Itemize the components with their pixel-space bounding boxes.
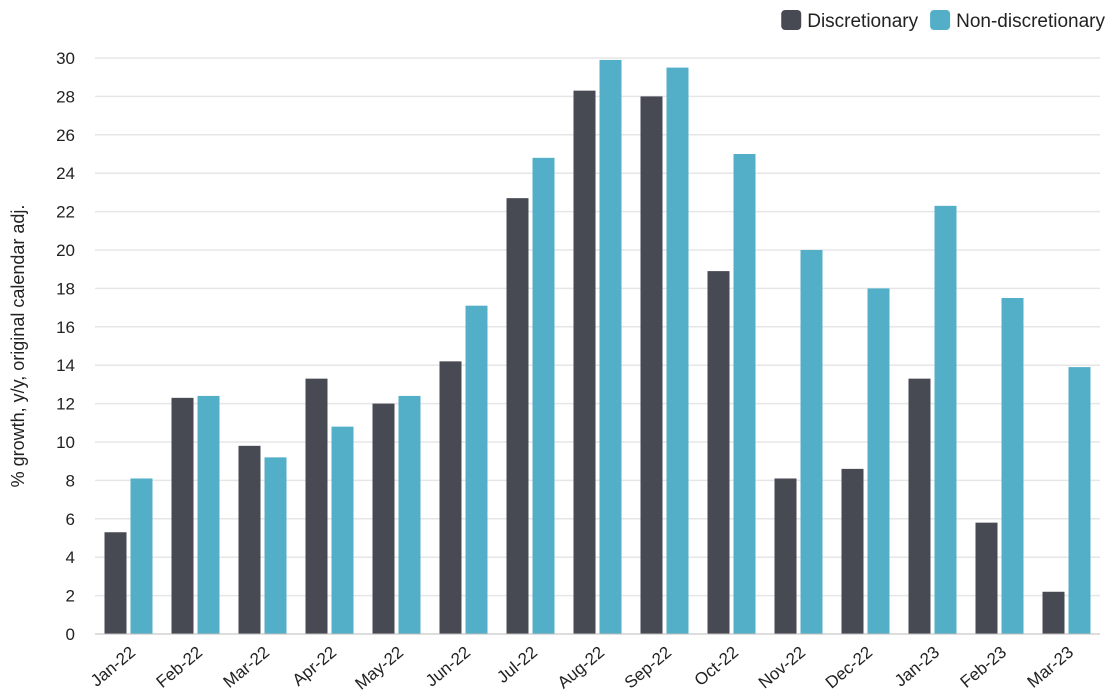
legend-swatch bbox=[781, 10, 802, 30]
y-tick-label: 16 bbox=[56, 318, 75, 337]
bar-discretionary-oct-22 bbox=[707, 271, 730, 634]
y-tick-label: 18 bbox=[56, 279, 75, 298]
bars bbox=[104, 59, 1091, 635]
bar-discretionary-may-22 bbox=[372, 403, 395, 634]
y-tick-label: 26 bbox=[56, 126, 75, 145]
x-tick-label: Jul-22 bbox=[493, 643, 541, 687]
x-tick-label: Nov-22 bbox=[755, 643, 809, 693]
bar-non-discretionary-jan-23 bbox=[934, 205, 957, 634]
bar-discretionary-apr-22 bbox=[305, 378, 328, 634]
y-tick-label: 2 bbox=[66, 587, 75, 606]
bar-non-discretionary-feb-22 bbox=[197, 395, 220, 634]
bar-discretionary-nov-22 bbox=[774, 478, 797, 634]
legend-label: Non-discretionary bbox=[956, 11, 1105, 32]
y-tick-label: 0 bbox=[66, 625, 75, 644]
y-tick-label: 12 bbox=[56, 395, 75, 414]
x-tick-label: Feb-22 bbox=[153, 643, 206, 692]
y-axis-label: % growth, y/y, original calendar adj. bbox=[8, 205, 28, 488]
bar-discretionary-jul-22 bbox=[506, 198, 529, 634]
bar-non-discretionary-aug-22 bbox=[599, 59, 622, 635]
bar-non-discretionary-nov-22 bbox=[800, 250, 823, 634]
bar-discretionary-aug-22 bbox=[573, 90, 596, 634]
bar-non-discretionary-jun-22 bbox=[465, 305, 488, 634]
bar-non-discretionary-oct-22 bbox=[733, 154, 756, 634]
bar-discretionary-dec-22 bbox=[841, 468, 864, 634]
bar-non-discretionary-jan-22 bbox=[130, 478, 153, 634]
bar-non-discretionary-jul-22 bbox=[532, 157, 555, 634]
bar-non-discretionary-may-22 bbox=[398, 395, 421, 634]
legend: Non-discretionary Discretionary bbox=[781, 10, 1105, 32]
bar-discretionary-feb-23 bbox=[975, 522, 998, 634]
bar-non-discretionary-feb-23 bbox=[1001, 298, 1024, 634]
bar-discretionary-mar-22 bbox=[238, 445, 261, 634]
bar-non-discretionary-mar-23 bbox=[1068, 367, 1091, 634]
legend-swatch bbox=[930, 10, 951, 30]
legend-label: Discretionary bbox=[807, 11, 918, 32]
bar-non-discretionary-mar-22 bbox=[264, 457, 287, 634]
bar-discretionary-feb-22 bbox=[171, 397, 194, 634]
y-tick-label: 24 bbox=[56, 164, 75, 183]
bar-discretionary-mar-23 bbox=[1042, 591, 1065, 634]
x-tick-label: Dec-22 bbox=[822, 643, 876, 693]
x-tick-label: Feb-23 bbox=[957, 643, 1010, 692]
gridlines bbox=[95, 57, 1100, 597]
bar-non-discretionary-dec-22 bbox=[867, 288, 890, 634]
y-tick-label: 28 bbox=[56, 87, 75, 106]
y-tick-label: 8 bbox=[66, 471, 75, 490]
x-tick-label: Jan-22 bbox=[87, 643, 139, 691]
x-tick-label: Apr-22 bbox=[289, 643, 340, 690]
y-tick-label: 30 bbox=[56, 49, 75, 68]
y-tick-label: 22 bbox=[56, 203, 75, 222]
bar-discretionary-jun-22 bbox=[439, 361, 462, 634]
x-axis-ticks: Jan-22 Feb-22 Mar-22 Apr-22 May-22 Jun-22 Jul-… bbox=[87, 643, 1077, 694]
x-tick-label: Jun-22 bbox=[422, 643, 474, 691]
bar-non-discretionary-sep-22 bbox=[666, 67, 689, 635]
x-tick-label: May-22 bbox=[351, 643, 407, 694]
x-tick-label: Oct-22 bbox=[691, 643, 742, 690]
y-tick-label: 10 bbox=[56, 433, 75, 452]
y-tick-label: 6 bbox=[66, 510, 75, 529]
x-tick-label: Mar-22 bbox=[220, 643, 273, 692]
x-tick-label: Jan-23 bbox=[891, 643, 943, 691]
x-tick-label: Aug-22 bbox=[554, 643, 608, 693]
x-tick-label: Sep-22 bbox=[621, 643, 675, 693]
bar-discretionary-sep-22 bbox=[640, 96, 663, 634]
bar-discretionary-jan-23 bbox=[908, 378, 931, 634]
y-tick-label: 4 bbox=[66, 548, 75, 567]
y-tick-label: 14 bbox=[56, 356, 75, 375]
y-tick-label: 20 bbox=[56, 241, 75, 260]
bar-discretionary-jan-22 bbox=[104, 532, 127, 634]
x-tick-label: Mar-23 bbox=[1024, 643, 1077, 692]
bar-non-discretionary-apr-22 bbox=[331, 426, 354, 634]
